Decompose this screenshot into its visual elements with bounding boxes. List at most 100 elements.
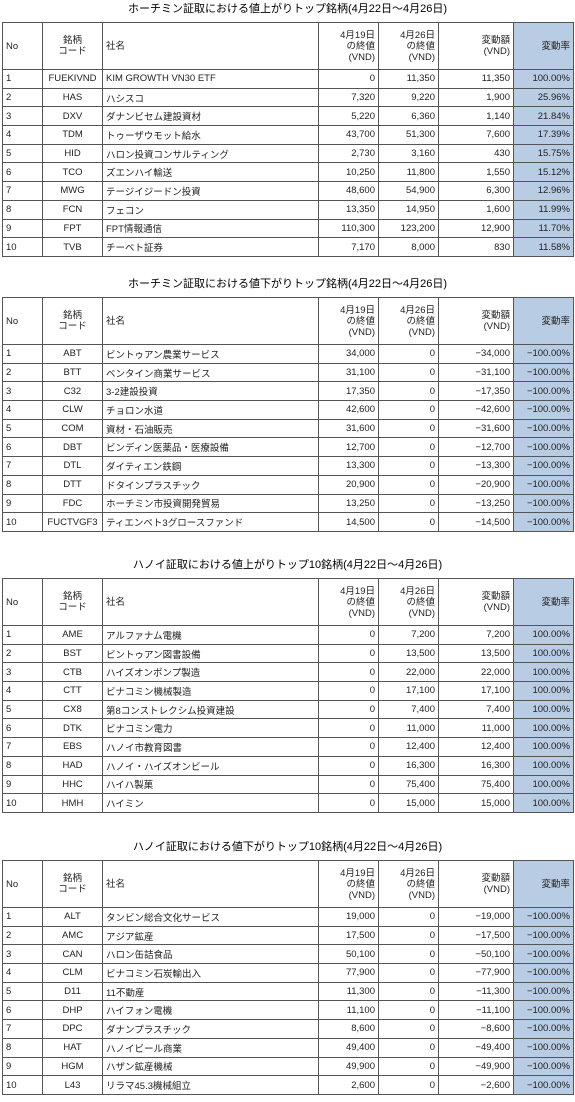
table-cell: 8,000 [378, 237, 439, 257]
column-header: 変動額 (VND) [438, 860, 514, 908]
column-header: 銘柄 コード [42, 578, 103, 626]
table-cell: 4 [2, 400, 43, 420]
table-cell: −12,700 [438, 437, 514, 458]
table-cell: 0 [378, 437, 439, 458]
table-cell: −50,100 [438, 944, 514, 965]
table-cell: 4 [2, 125, 43, 145]
column-header: 4月26日 の終値 (VND) [378, 860, 439, 908]
table-cell: 7,200 [378, 625, 439, 645]
table-cell: 9 [2, 1056, 43, 1077]
table-cell: 2,730 [318, 143, 379, 164]
table-cell: 3-2建設投資 [102, 381, 319, 402]
table-cell: 11.99% [513, 199, 574, 220]
section-title: ホーチミン証取における値上がりトップ銘柄(4月22日～4月26日) [127, 3, 448, 15]
table-cell: アルファナム電機 [102, 625, 319, 645]
table-cell: ハイミン [102, 793, 319, 813]
table-cell: 10 [2, 1075, 43, 1095]
table-cell: 7 [2, 1019, 43, 1039]
table-cell: −11,300 [438, 981, 514, 1002]
table-cell: 第8コンストレクシム投資建設 [102, 699, 319, 720]
table-cell: 25.96% [513, 87, 574, 108]
table-cell: 100.00% [513, 737, 574, 757]
table-cell: −11,100 [438, 1000, 514, 1021]
table-cell: 10 [2, 793, 43, 813]
table-cell: −100.00% [513, 456, 574, 476]
table-cell: 17.39% [513, 125, 574, 145]
table-cell: −20,900 [438, 474, 514, 495]
section-title: ハノイ証取における値上がりトップ10銘柄(4月22日～4月26日) [132, 559, 443, 571]
table-cell: BTT [42, 362, 103, 383]
table-row: 4 CTT ビナコミン機械製造 0 17,100 17,100 100.00% [2, 681, 574, 701]
table-cell: CTB [42, 662, 103, 683]
table-cell: 1 [2, 69, 43, 89]
header-row: No 銘柄 コード 社名 4月19日 の終値 (VND) 4月26日 の終値 (VND)… [2, 860, 574, 908]
table-cell: 6,360 [378, 106, 439, 127]
table-row: 3 CTB ハイズオンポンプ製造 0 22,000 22,000 100.00% [2, 662, 574, 683]
table-cell: −100.00% [513, 1075, 574, 1095]
column-header: 変動率 [513, 578, 574, 626]
table-cell: 2,600 [318, 1075, 379, 1095]
table-cell: ABT [42, 344, 103, 364]
table-cell: 0 [318, 793, 379, 813]
table-cell: 4 [2, 963, 43, 983]
table-cell: 49,400 [318, 1037, 379, 1058]
table-cell: 100.00% [513, 718, 574, 739]
table-cell: 31,600 [318, 418, 379, 439]
table-cell: ハノイ・ハイズオンビール [102, 755, 319, 776]
table-cell: 0 [378, 418, 439, 439]
table-cell: 3 [2, 662, 43, 683]
column-header: 社名 [102, 578, 319, 626]
table-cell: 123,200 [378, 218, 439, 239]
table-cell: 6 [2, 718, 43, 739]
table-cell: ビナコミン機械製造 [102, 681, 319, 701]
table-cell: 0 [378, 456, 439, 476]
table-cell: −17,500 [438, 925, 514, 946]
table-cell: 5,220 [318, 106, 379, 127]
table-cell: −77,900 [438, 963, 514, 983]
table-row: 1 AME アルファナム電機 0 7,200 7,200 100.00% [2, 625, 574, 645]
table-cell: 77,900 [318, 963, 379, 983]
table-cell: −100.00% [513, 1019, 574, 1039]
table-cell: HAD [42, 755, 103, 776]
table-cell: 8 [2, 755, 43, 776]
column-header: 4月26日 の終値 (VND) [378, 22, 439, 70]
table-cell: HID [42, 143, 103, 164]
table-cell: 7,320 [318, 87, 379, 108]
table-cell: 15,000 [438, 793, 514, 813]
table-cell: ホーチミン市投資開発貿易 [102, 493, 319, 514]
table-cell: 17,100 [438, 681, 514, 701]
header-row: No 銘柄 コード 社名 4月19日 の終値 (VND) 4月26日 の終値 (VND)… [2, 578, 574, 626]
table-cell: ハロン缶詰食品 [102, 944, 319, 965]
table-cell: HHC [42, 774, 103, 795]
table-cell: 0 [318, 69, 379, 89]
table-cell: BST [42, 643, 103, 664]
table-cell: 100.00% [513, 625, 574, 645]
table-cell: 3 [2, 106, 43, 127]
table-row: 2 BST ビントゥアン図書設備 0 13,500 13,500 100.00% [2, 643, 574, 664]
table-cell: 0 [378, 344, 439, 364]
table-cell: COM [42, 418, 103, 439]
table-row: 8 HAD ハノイ・ハイズオンビール 0 16,300 16,300 100.00% [2, 755, 574, 776]
table-cell: トゥーザウモット給水 [102, 125, 319, 145]
table-cell: ビントゥアン図書設備 [102, 643, 319, 664]
table-cell: 7 [2, 737, 43, 757]
table-cell: KIM GROWTH VN30 ETF [102, 69, 319, 89]
table-cell: 7,400 [378, 699, 439, 720]
column-header: No [2, 860, 43, 908]
table-cell: 51,300 [378, 125, 439, 145]
table-row: 1 FUEKIVND KIM GROWTH VN30 ETF 0 11,350 11,35… [2, 69, 574, 89]
column-header: 4月26日 の終値 (VND) [378, 297, 439, 345]
table-cell: ダナンプラスチック [102, 1019, 319, 1039]
table-cell: L43 [42, 1075, 103, 1095]
table-cell: −19,000 [438, 907, 514, 927]
table-cell: 9 [2, 218, 43, 239]
table-cell: 14,500 [318, 512, 379, 532]
table-cell: 50,100 [318, 944, 379, 965]
table-cell: EBS [42, 737, 103, 757]
table-cell: 20,900 [318, 474, 379, 495]
table-cell: 9 [2, 493, 43, 514]
table-row: 10 FUCTVGF3 ティエンベト3グロースファンド 14,500 0 −14,500−… [2, 512, 574, 532]
table-cell: 7,200 [438, 625, 514, 645]
table-cell: 10 [2, 237, 43, 257]
table-cell: −100.00% [513, 418, 574, 439]
